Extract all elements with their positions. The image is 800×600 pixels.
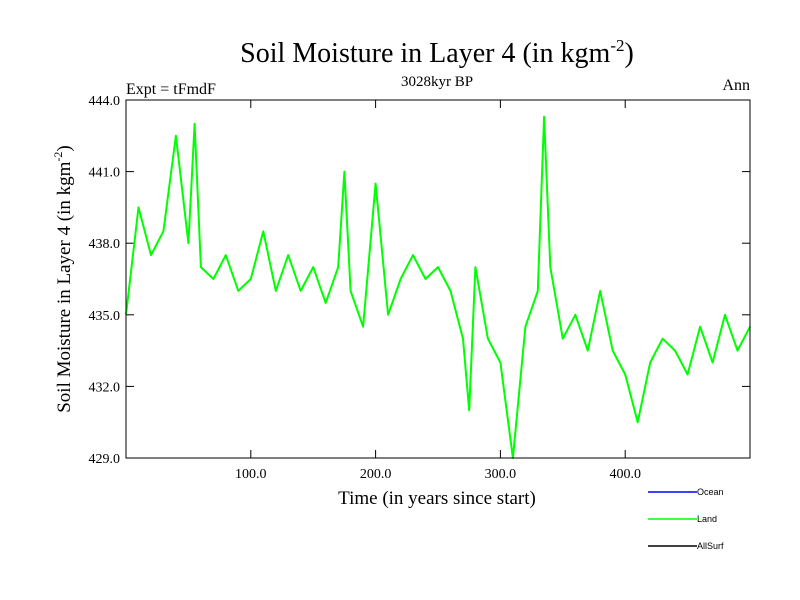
legend-label-land: Land	[697, 514, 717, 524]
y-axis-label: Soil Moisture in Layer 4 (in kgm-2)	[51, 145, 75, 413]
y-tick-label: 432.0	[89, 380, 121, 395]
y-axis-label-main: Soil Moisture in Layer 4 (in kgm	[54, 161, 75, 412]
y-tick-label: 441.0	[89, 166, 121, 181]
plot-frame	[125, 99, 751, 459]
series-line-land	[125, 115, 751, 459]
y-tick-label: 435.0	[89, 309, 121, 324]
y-axis-label-suffix: )	[54, 145, 75, 151]
experiment-label: Expt = tFmdF	[126, 81, 216, 98]
legend-label-ocean: Ocean	[697, 487, 724, 497]
legend: Ocean Land AllSurf	[648, 487, 724, 551]
x-tick-label: 300.0	[485, 467, 517, 482]
chart-subtitle: 3028kyr BP	[401, 74, 473, 90]
series-layer	[125, 115, 751, 459]
legend-label-allsurf: AllSurf	[697, 541, 724, 551]
x-tick-label: 200.0	[360, 467, 392, 482]
chart-title: Soil Moisture in Layer 4 (in kgm-2)	[240, 36, 634, 69]
y-axis-label-superscript: -2	[51, 152, 65, 162]
x-axis-label: Time (in years since start)	[338, 488, 536, 509]
season-label: Ann	[722, 77, 750, 94]
y-tick-label: 438.0	[89, 237, 121, 252]
chart-title-superscript: -2	[610, 36, 624, 55]
y-tick-label: 444.0	[89, 94, 121, 109]
x-tick-label: 100.0	[235, 467, 267, 482]
x-tick-label: 400.0	[609, 467, 641, 482]
chart-title-main: Soil Moisture in Layer 4 (in kgm	[240, 38, 610, 69]
axis-ticks: 100.0 200.0 300.0 400.0 429.0 432.0 435.0 438.0…	[89, 94, 750, 482]
chart-title-suffix: )	[625, 38, 634, 69]
y-tick-label: 429.0	[89, 452, 121, 467]
